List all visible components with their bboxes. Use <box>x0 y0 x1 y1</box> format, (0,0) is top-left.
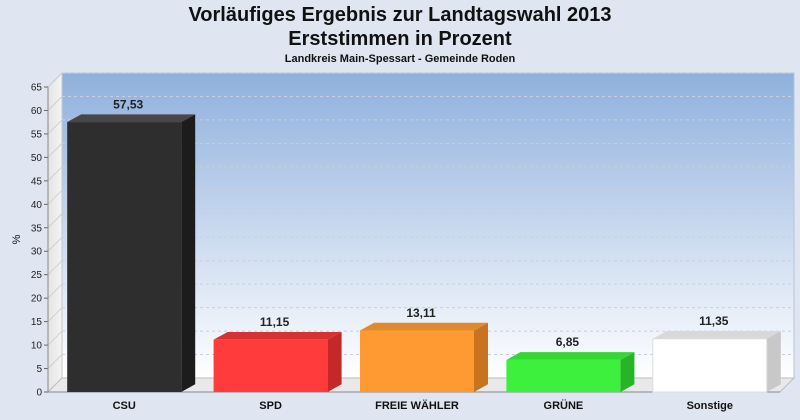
chart-subtitle: Landkreis Main-Spessart - Gemeinde Roden <box>284 53 516 65</box>
y-tick-label: 65 <box>31 83 43 94</box>
bar-grüne <box>506 352 635 392</box>
bar-csu <box>67 114 196 393</box>
x-category-label: SPD <box>259 400 282 412</box>
bar-top <box>360 322 488 331</box>
bar-top <box>213 331 342 340</box>
y-tick-label: 45 <box>31 176 43 187</box>
y-tick-label: 40 <box>31 200 43 211</box>
y-tick-label: 30 <box>31 247 43 258</box>
bar-side <box>181 114 196 393</box>
grid-line-side <box>47 189 63 205</box>
grid-line-side <box>47 143 63 158</box>
y-tick-label: 50 <box>31 153 43 164</box>
bar-front <box>213 339 328 392</box>
grid-line-side <box>47 354 63 369</box>
chart-title-line2: Erststimmen in Prozent <box>288 28 512 50</box>
x-category-label: FREIE WÄHLER <box>375 399 459 412</box>
grid-line-side <box>47 260 63 276</box>
plot-side-wall <box>47 71 63 394</box>
bar-side <box>474 322 488 392</box>
bar-sonstige <box>652 331 781 393</box>
bar-top <box>506 352 635 360</box>
grid-line-side <box>47 330 63 346</box>
bar-value-label: 11,15 <box>260 315 290 329</box>
grid-line-side <box>47 96 63 111</box>
y-tick-label: 15 <box>31 317 43 328</box>
y-tick-label: 0 <box>36 388 42 399</box>
y-tick-label: 10 <box>31 341 43 352</box>
bar-spd <box>213 331 342 392</box>
y-tick-label: 35 <box>31 223 43 234</box>
bars <box>67 114 781 393</box>
bar-front <box>506 359 621 392</box>
bar-value-label: 6,85 <box>556 335 580 349</box>
grid-line-side <box>47 166 63 182</box>
bar-value-label: 11,35 <box>699 314 729 328</box>
y-tick-label: 25 <box>31 270 43 281</box>
bar-front <box>360 330 474 392</box>
x-category-label: GRÜNE <box>544 399 584 412</box>
grid-line-side <box>47 236 63 252</box>
grid-line-side <box>47 213 63 229</box>
y-tick-label: 20 <box>31 294 43 305</box>
bar-side <box>327 331 342 392</box>
x-category-label: CSU <box>113 400 136 412</box>
chart-title-line1: Vorläufiges Ergebnis zur Landtagswahl 20… <box>188 4 612 26</box>
grid-line-side <box>47 119 63 135</box>
y-axis-label: % <box>11 234 23 244</box>
y-tick-label: 55 <box>31 129 43 140</box>
bar-freie-wähler <box>360 322 488 392</box>
y-tick-label: 60 <box>31 106 43 117</box>
bar-side <box>766 331 781 392</box>
labels: 57,53 CSU 11,15 SPD 13,11 FREIE WÄHLER 6,85 GRÜ… <box>113 97 733 412</box>
bar-top <box>652 331 781 339</box>
grid-line-side <box>47 283 63 299</box>
bar-side <box>620 352 635 392</box>
grid-line-side <box>47 307 63 322</box>
bar-value-label: 57,53 <box>113 97 143 111</box>
bar-front <box>652 338 768 393</box>
grid-line-side <box>47 72 63 88</box>
y-tick-label: 5 <box>36 364 42 375</box>
bar-top <box>67 114 196 123</box>
bar-value-label: 13,11 <box>406 306 436 320</box>
bar-front <box>67 122 182 392</box>
x-category-label: Sonstige <box>687 400 733 412</box>
